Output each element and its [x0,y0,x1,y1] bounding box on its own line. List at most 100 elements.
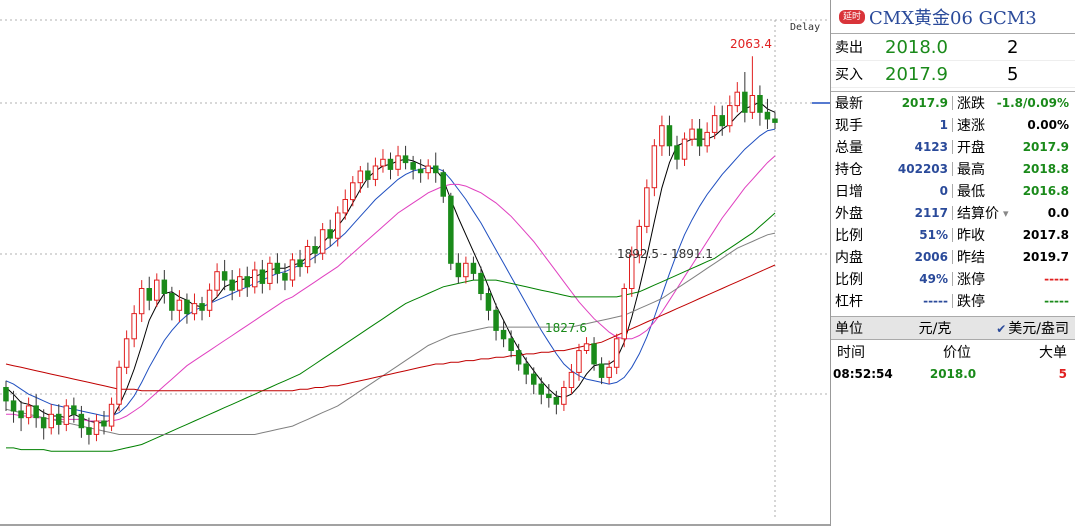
candle-body [86,427,92,435]
candle-body [410,162,416,170]
stat-label: 比例 [835,272,863,288]
ask-volume: 2 [1007,36,1019,58]
candle-body [199,303,205,311]
candle-body [508,338,514,351]
stat-value: 0.0 [1047,206,1069,220]
stat-cell: 昨结 2019.7 [953,246,1075,268]
stat-cell: 涨停 ----- [953,268,1075,290]
candle-body [25,405,32,419]
stat-value: 402203 [885,162,953,176]
stat-label: 结算价 [957,206,999,222]
stat-value: 2017.9 [1022,140,1069,154]
candle-body [282,272,288,281]
candle-body [644,187,650,227]
candle-body [154,279,160,301]
candle-body [772,118,778,123]
candle-body [742,91,748,113]
stat-value: ----- [1044,272,1069,286]
stat-cell: 比例 51% [831,224,953,246]
candle-body [184,299,190,315]
candle-body [493,309,499,331]
ticks-list[interactable]: 08:52:54 2018.0 5 [831,364,1075,384]
stat-cell: 开盘 2017.9 [953,136,1075,158]
unit-label: 单位 [835,321,863,337]
stat-cell: 外盘 2117 [831,202,953,224]
candle-body [417,168,424,174]
chevron-down-icon[interactable]: ▾ [1003,206,1009,220]
candle-body [237,276,243,291]
candle-body [749,95,756,113]
candle-body [704,131,710,147]
candle-body [335,212,341,239]
candle-body [252,269,258,288]
candle-body [40,417,47,429]
stat-cell: 比例 49% [831,268,953,290]
stat-cell: 速涨 0.00% [953,114,1075,136]
stat-label: 杠杆 [835,294,863,310]
candle-body [666,125,673,147]
chart-canvas[interactable]: 2063.4 1827.6 1892.5 - 1891.1 [0,0,830,526]
ticks-col-price: 价位 [943,345,971,361]
tick-time: 08:52:54 [833,367,893,381]
candle-body [470,262,477,274]
candle-body [33,405,39,419]
tick-row[interactable]: 08:52:54 2018.0 5 [831,364,1075,384]
candle-body [757,95,763,113]
candle-body [380,158,386,167]
stat-cell: 总量 4123 [831,136,953,158]
candle-body [229,279,235,291]
candle-body [48,413,54,429]
stat-cell: 最低 2016.8 [953,180,1075,202]
candle-body [319,229,326,254]
stat-cell: 内盘 2006 [831,246,953,268]
stat-cell[interactable]: 结算价 ▾ 0.0 [953,202,1075,224]
candle-body [553,397,560,405]
candle-body [538,383,544,395]
candle-body [598,363,605,378]
candle-body [357,170,364,184]
candle-body [387,158,394,170]
candle-body [116,366,122,405]
ticks-col-size: 大单 [1039,345,1067,361]
stat-label: 开盘 [957,140,985,156]
unit-option-usd[interactable]: ✔ 美元/盎司 [975,318,1075,338]
candle-body [659,125,665,147]
stat-label: 最高 [957,162,985,178]
candle-body [365,170,371,180]
candlestick-chart[interactable]: 2063.4 1827.6 1892.5 - 1891.1 Delay [0,0,830,526]
stat-value: 2017.8 [1022,228,1069,242]
candle-body [289,259,296,281]
stat-label: 现手 [835,118,863,134]
moving-average-line [6,155,776,422]
candle-body [350,182,356,201]
candle-body [440,172,446,197]
stat-label: 速涨 [957,118,985,134]
stat-label: 昨结 [957,250,985,266]
unit-option-yuan[interactable]: 元/克 [918,321,952,337]
stat-value: 2016.8 [1022,184,1069,198]
candle-body [425,165,431,174]
instrument-title: CMX黄金06 GCM3 [869,7,1037,29]
stat-value: 51% [885,228,953,242]
candle-body [485,293,492,311]
candle-body [500,329,507,340]
candle-body [3,387,9,402]
check-icon: ✔ [996,322,1007,336]
stat-value: 0.00% [1027,118,1069,132]
bid-label: 买入 [835,67,863,83]
candle-body [546,393,552,399]
stat-label: 外盘 [835,206,863,222]
candle-body [561,387,567,405]
candle-body [342,199,348,214]
candle-body [523,363,529,375]
stat-cell: 现手 1 [831,114,953,136]
stat-cell: 涨跌 -1.8/0.09% [953,92,1075,114]
stat-value: ----- [885,294,953,308]
candle-body [719,115,725,127]
candle-body [463,262,469,278]
stat-label: 涨跌 [957,96,985,112]
ask-label: 卖出 [835,40,863,56]
high-price-label: 2063.4 [730,37,772,51]
stat-value: 4123 [885,140,953,154]
unit-option-usd-label: 美元/盎司 [1008,321,1069,337]
